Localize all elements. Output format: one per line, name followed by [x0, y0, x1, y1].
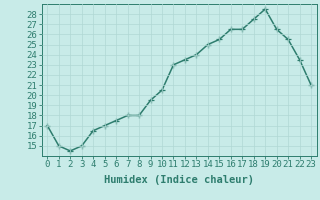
X-axis label: Humidex (Indice chaleur): Humidex (Indice chaleur) — [104, 175, 254, 185]
